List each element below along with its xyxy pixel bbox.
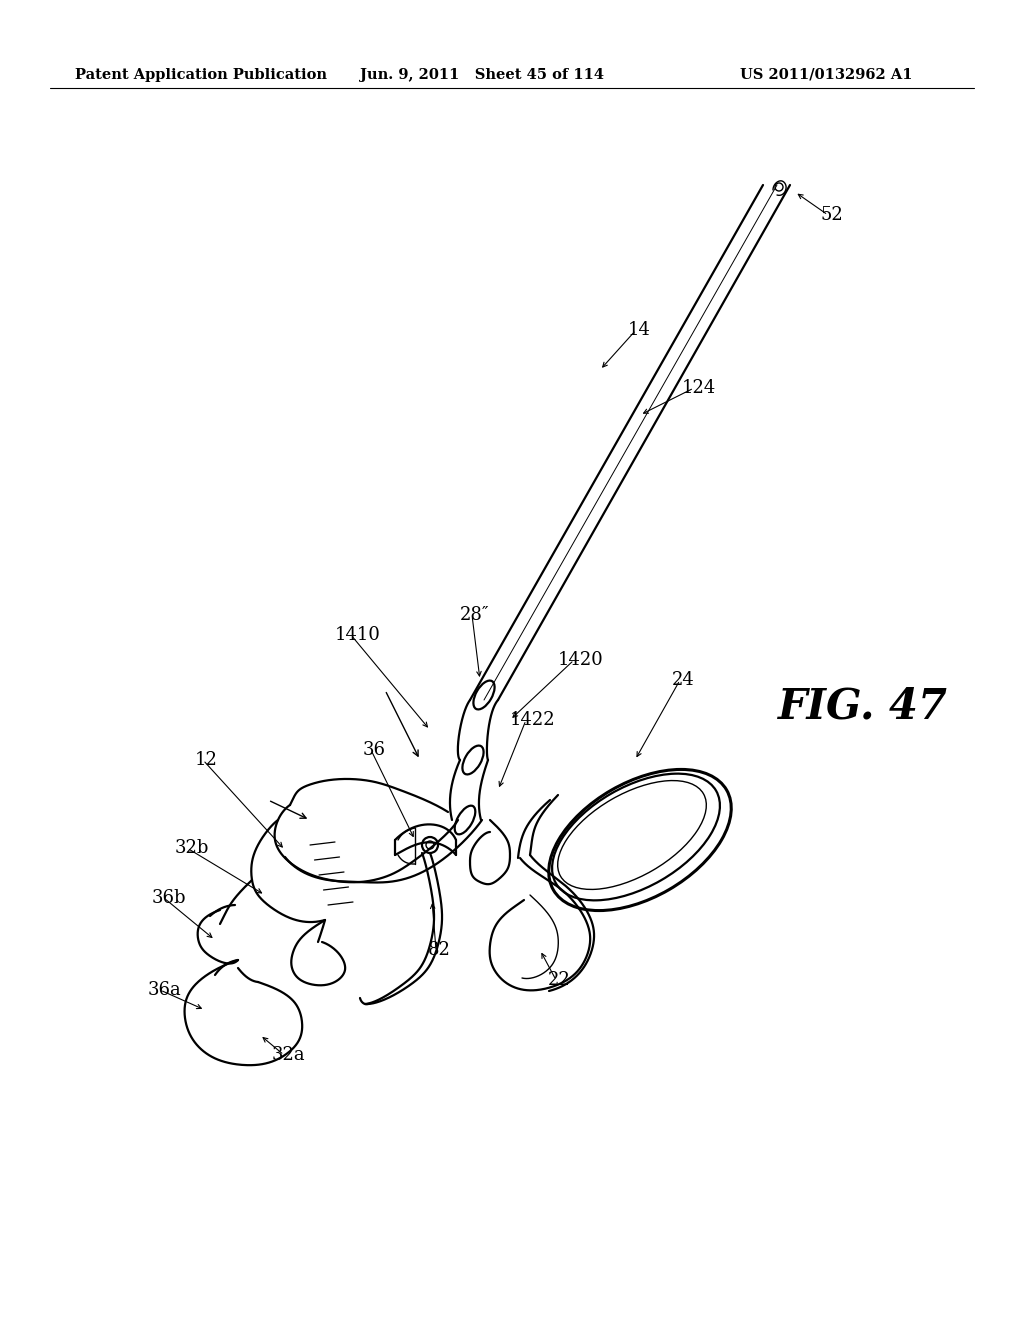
Text: 1420: 1420 xyxy=(558,651,604,669)
Text: 22: 22 xyxy=(548,972,570,989)
Text: 36: 36 xyxy=(362,741,386,759)
Text: 52: 52 xyxy=(820,206,843,224)
Text: 24: 24 xyxy=(672,671,694,689)
Text: 32a: 32a xyxy=(272,1045,305,1064)
Text: 1422: 1422 xyxy=(510,711,556,729)
Text: 124: 124 xyxy=(682,379,716,397)
Text: Patent Application Publication: Patent Application Publication xyxy=(75,69,327,82)
Text: US 2011/0132962 A1: US 2011/0132962 A1 xyxy=(740,69,912,82)
Text: 12: 12 xyxy=(195,751,218,770)
Text: 28″: 28″ xyxy=(460,606,489,624)
Text: FIG. 47: FIG. 47 xyxy=(778,685,948,727)
Text: 1410: 1410 xyxy=(335,626,381,644)
Text: 36b: 36b xyxy=(152,888,186,907)
Text: 82: 82 xyxy=(428,941,451,960)
Text: Jun. 9, 2011   Sheet 45 of 114: Jun. 9, 2011 Sheet 45 of 114 xyxy=(360,69,604,82)
Text: 32b: 32b xyxy=(175,840,209,857)
Text: 36a: 36a xyxy=(148,981,181,999)
Text: 14: 14 xyxy=(628,321,651,339)
